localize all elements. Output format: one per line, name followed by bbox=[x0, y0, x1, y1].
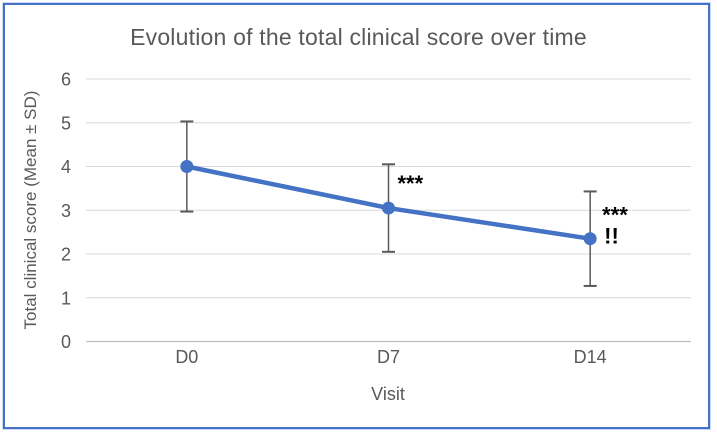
significance-annotation: *** bbox=[602, 203, 628, 228]
x-category-label: D7 bbox=[377, 347, 400, 367]
y-tick-label: 3 bbox=[61, 201, 71, 221]
y-tick-label: 4 bbox=[61, 157, 71, 177]
x-axis-title: Visit bbox=[371, 384, 405, 404]
y-tick-label: 0 bbox=[61, 332, 71, 352]
chart-title: Evolution of the total clinical score ov… bbox=[130, 24, 587, 50]
x-category-label: D14 bbox=[574, 347, 607, 367]
y-tick-label: 5 bbox=[61, 113, 71, 133]
chart-frame bbox=[3, 3, 710, 429]
significance-annotation: !! bbox=[604, 224, 619, 249]
y-tick-label: 2 bbox=[61, 245, 71, 265]
significance-annotation: *** bbox=[398, 171, 424, 196]
data-point-marker bbox=[583, 232, 597, 246]
data-point-marker bbox=[180, 160, 194, 173]
y-tick-label: 6 bbox=[61, 70, 71, 90]
y-tick-label: 1 bbox=[61, 288, 71, 308]
x-category-label: D0 bbox=[175, 347, 198, 367]
data-point-marker bbox=[382, 201, 395, 215]
